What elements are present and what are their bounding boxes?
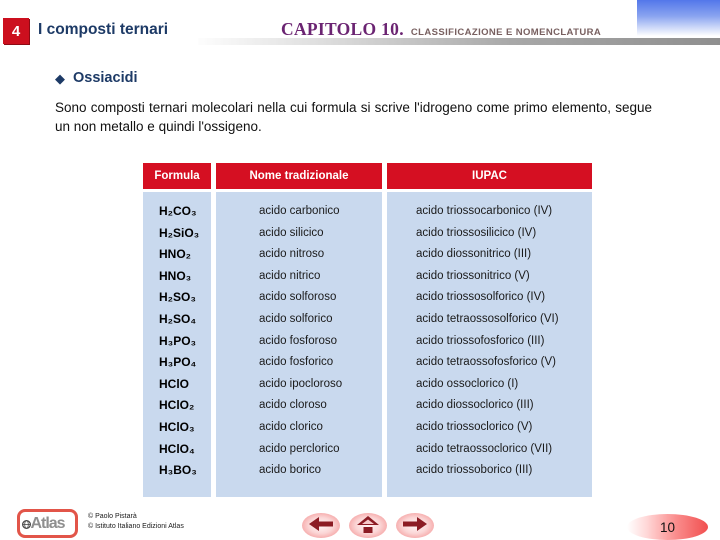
corner-decoration (637, 0, 720, 36)
forward-arrow-icon (402, 516, 428, 535)
iupac-cell: acido triossosilicico (IV) (416, 226, 537, 239)
slide-title: I composti ternari (38, 21, 169, 38)
page-number-badge: 10 (627, 514, 708, 540)
atlas-logo-text: Atlas (30, 514, 65, 532)
slide-number: 4 (11, 22, 21, 40)
body-paragraph: Sono composti ternari molecolari nella c… (55, 100, 652, 134)
column-header-iupac: IUPAC (387, 163, 592, 189)
iupac-cell: acido ossoclorico (I) (416, 377, 519, 390)
chapter-subtitle: CLASSIFICAZIONE E NOMENCLATURA (410, 27, 602, 38)
iupac-cell: acido triossonitrico (V) (416, 269, 530, 282)
navigation-buttons (302, 513, 434, 538)
back-arrow-icon (308, 516, 334, 535)
iupac-cell: acido triossoclorico (V) (416, 420, 533, 433)
iupac-cell: acido triossofosforico (III) (416, 334, 545, 347)
credit-author: © Paolo Pistarà (88, 513, 137, 520)
section-title: Ossiacidi (73, 70, 138, 86)
traditional-name-cell: acido ipocloroso (259, 377, 343, 390)
atlas-logo: Atlas (17, 509, 78, 538)
formula-cell: H₂SO₄ (159, 311, 197, 326)
traditional-name-cell: acido nitrico (259, 269, 321, 282)
formula-cell: HClO₄ (159, 441, 195, 456)
iupac-cell: acido triossoborico (III) (416, 464, 533, 477)
formula-cell: HClO₃ (159, 419, 195, 434)
forward-button[interactable] (396, 513, 434, 538)
traditional-name-column: acido carbonico acido silicico acido nitro… (216, 192, 382, 497)
formula-cell: HClO (159, 376, 189, 391)
home-icon (357, 515, 379, 536)
chapter-title: CAPITOLO 10. (281, 19, 404, 39)
formula-cell: HNO₂ (159, 247, 191, 262)
chapter-heading: CAPITOLO 10. CLASSIFICAZIONE E NOMENCLAT… (281, 19, 601, 40)
formula-cell: H₂CO₃ (159, 204, 197, 218)
traditional-name-cell: acido silicico (259, 226, 324, 239)
formula-cell: H₂SO₃ (159, 290, 196, 305)
formula-cell: H₃BO₃ (159, 463, 197, 478)
page-number: 10 (659, 519, 676, 535)
diamond-bullet-icon: ◆ (55, 70, 65, 86)
iupac-cell: acido tetraossoclorico (VII) (416, 442, 553, 455)
iupac-cell: acido tetraossosolforico (VI) (416, 312, 559, 325)
iupac-cell: acido diossonitrico (III) (416, 248, 532, 261)
iupac-column: acido triossocarbonico (IV) acido triosso… (387, 192, 592, 497)
back-button[interactable] (302, 513, 340, 538)
formula-cell: H₃PO₃ (159, 333, 197, 348)
section-heading: ◆ Ossiacidi (55, 70, 137, 86)
traditional-name-cell: acido cloroso (259, 399, 327, 412)
iupac-cell: acido diossoclorico (III) (416, 399, 534, 412)
traditional-name-cell: acido perclorico (259, 442, 340, 455)
iupac-cell: acido triossosolforico (IV) (416, 291, 546, 304)
column-header-traditional-name: Nome tradizionale (216, 163, 382, 189)
iupac-cell: acido triossocarbonico (IV) (416, 205, 553, 217)
formula-cell: HNO₃ (159, 268, 192, 283)
formula-cell: HClO₂ (159, 398, 195, 413)
formula-cell: H₂SiO₃ (159, 225, 200, 240)
traditional-name-cell: acido solforoso (259, 291, 337, 304)
traditional-name-cell: acido fosforico (259, 356, 334, 369)
traditional-name-cell: acido carbonico (259, 205, 340, 217)
slide-number-badge: 4 (3, 18, 29, 44)
oxyacids-table: Formula Nome tradizionale IUPAC H₂CO₃ H₂S… (143, 163, 592, 497)
traditional-name-cell: acido fosforoso (259, 334, 337, 347)
globe-icon (21, 516, 32, 534)
iupac-cell: acido tetraossofosforico (V) (416, 356, 556, 369)
credit-publisher: © Istituto Italiano Edizioni Atlas (88, 522, 184, 530)
traditional-name-cell: acido borico (259, 464, 322, 477)
traditional-name-cell: acido nitroso (259, 248, 325, 261)
credits: © Paolo Pistarà © Istituto Italiano Ediz… (88, 512, 184, 531)
formula-cell: H₃PO₄ (159, 355, 197, 370)
traditional-name-cell: acido solforico (259, 312, 333, 325)
column-header-formula: Formula (143, 163, 211, 189)
traditional-name-cell: acido clorico (259, 420, 323, 433)
formula-column: H₂CO₃ H₂SiO₃ HNO₂ HNO₃ H₂SO₃ H₂SO₄ H₃PO₃ H₃PO₄ H… (143, 192, 211, 497)
home-button[interactable] (349, 513, 387, 538)
header-divider-bar (198, 38, 720, 45)
